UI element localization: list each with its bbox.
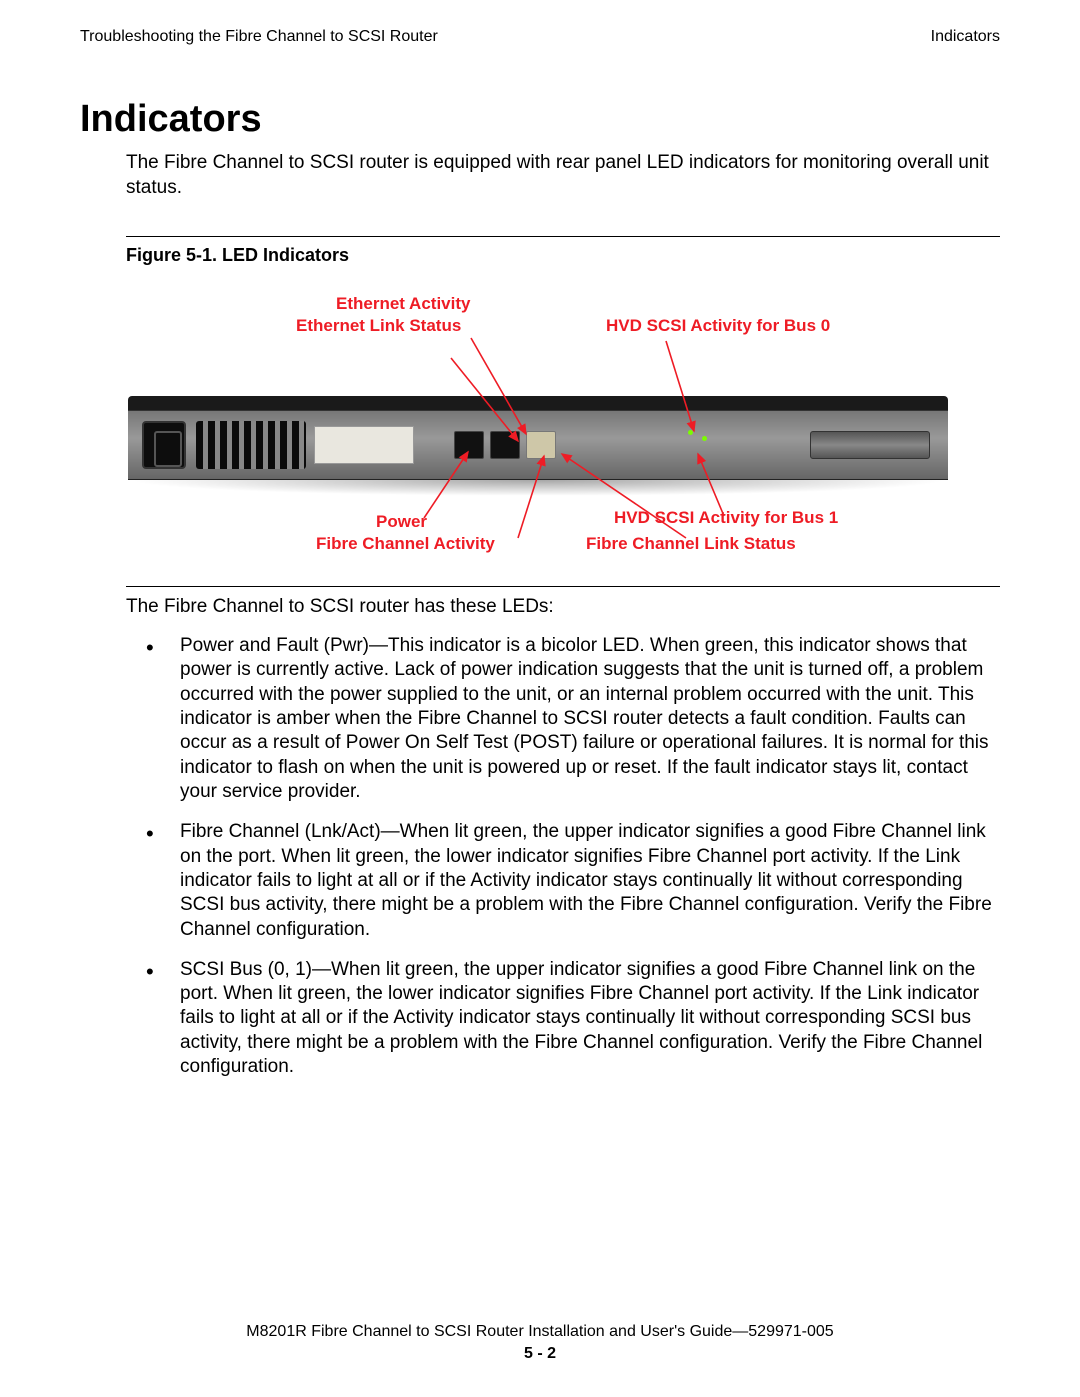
ethernet-port-icon — [490, 431, 520, 459]
callout-hvd-bus1: HVD SCSI Activity for Bus 1 — [614, 508, 838, 528]
intro-paragraph: The Fibre Channel to SCSI router is equi… — [126, 151, 1000, 200]
port-cluster — [454, 431, 556, 459]
callout-ethernet-activity: Ethernet Activity — [336, 294, 470, 314]
led-bullet-list: Power and Fault (Pwr)—This indicator is … — [180, 634, 1000, 1079]
figure-rule-top — [126, 236, 1000, 237]
serial-port-icon — [454, 431, 484, 459]
callout-fc-link-status: Fibre Channel Link Status — [586, 534, 796, 554]
bullet-power-fault: Power and Fault (Pwr)—This indicator is … — [180, 634, 1000, 804]
callout-power: Power — [376, 512, 427, 532]
led-dot-icon — [688, 430, 693, 435]
figure-caption: Figure 5-1. LED Indicators — [126, 245, 1000, 266]
power-socket-icon — [142, 421, 186, 469]
led-dot-icon — [702, 436, 707, 441]
footer-guide-line: M8201R Fibre Channel to SCSI Router Inst… — [0, 1323, 1080, 1341]
header-right: Indicators — [931, 28, 1000, 46]
page-footer: M8201R Fibre Channel to SCSI Router Inst… — [0, 1323, 1080, 1363]
rating-label-icon — [314, 426, 414, 464]
vent-grille-icon — [196, 421, 306, 469]
leds-lead-paragraph: The Fibre Channel to SCSI router has the… — [126, 595, 1000, 620]
fc-port-icon — [526, 431, 556, 459]
callout-hvd-bus0: HVD SCSI Activity for Bus 0 — [606, 316, 830, 336]
callout-ethernet-link-status: Ethernet Link Status — [296, 316, 461, 336]
figure-led-indicators: Ethernet Activity Ethernet Link Status H… — [126, 276, 1000, 576]
callout-fc-activity: Fibre Channel Activity — [316, 534, 495, 554]
router-rear-panel — [128, 396, 948, 496]
section-title: Indicators — [80, 98, 1000, 141]
header-left: Troubleshooting the Fibre Channel to SCS… — [80, 28, 438, 46]
figure-rule-bottom — [126, 586, 1000, 587]
scsi-connector-icon — [810, 431, 930, 459]
bullet-scsi-bus: SCSI Bus (0, 1)—When lit green, the uppe… — [180, 958, 1000, 1080]
running-header: Troubleshooting the Fibre Channel to SCS… — [80, 28, 1000, 46]
bullet-fibre-channel: Fibre Channel (Lnk/Act)—When lit green, … — [180, 820, 1000, 942]
footer-page-number: 5 - 2 — [0, 1345, 1080, 1363]
